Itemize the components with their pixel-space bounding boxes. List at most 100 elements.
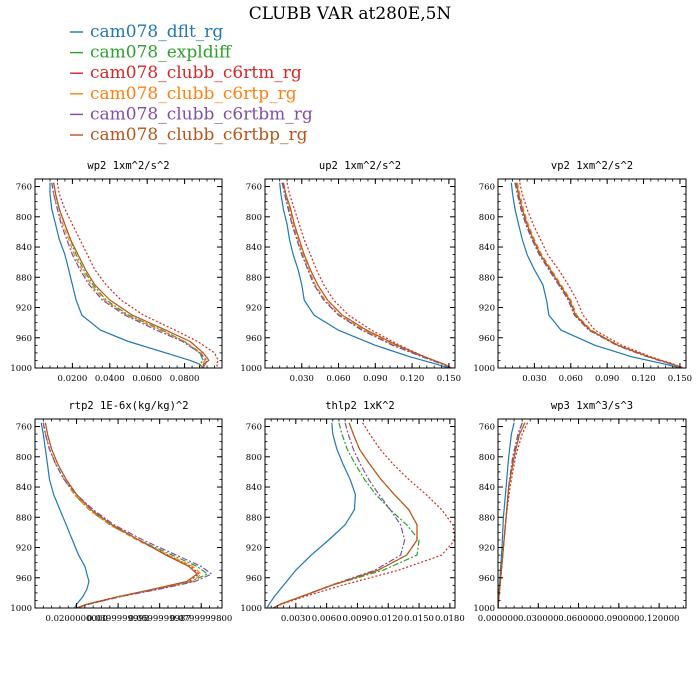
panel-2: up2 1xm^2/s^2 760 800 840 880 920 960 1000 0.030… (240, 160, 461, 384)
legend-label: cam078_clubb_c6rtbp_rg (90, 125, 308, 145)
y-tick-label: 800 (479, 213, 495, 223)
y-tick-label: 800 (246, 453, 262, 463)
series-line-1 (49, 182, 204, 368)
y-tick-label: 840 (16, 243, 32, 253)
y-tick-label: 880 (479, 273, 495, 283)
series-line-3 (498, 422, 529, 608)
series-line-5 (42, 422, 213, 608)
series-line-3 (272, 422, 455, 608)
series-group (279, 182, 453, 368)
series-line-5 (272, 422, 406, 608)
y-tick-label: 760 (479, 423, 495, 433)
y-tick-label: 1000 (240, 604, 262, 614)
panel-title: rtp2 1E-6x(kg/kg)^2 (68, 400, 188, 412)
y-tick-label: 760 (246, 423, 262, 433)
series-line-6 (53, 182, 210, 368)
x-tick-label: 0.090 (363, 374, 387, 384)
x-tick-label: 0.0799999800 (170, 614, 232, 624)
legend-label: cam078_dflt_rg (90, 22, 223, 42)
panel-title: up2 1xm^2/s^2 (319, 160, 401, 172)
y-tick-label: 960 (16, 574, 32, 584)
y-tick-label: 1000 (240, 364, 262, 374)
series-line-2 (498, 422, 523, 608)
y-tick-label: 840 (479, 243, 495, 253)
series-line-6 (44, 422, 198, 608)
figure-title: CLUBB VAR at280E,5N (249, 4, 452, 24)
y-tick-label: 960 (246, 574, 262, 584)
y-tick-label: 760 (16, 183, 32, 193)
y-tick-label: 1000 (473, 604, 495, 614)
y-tick-label: 960 (479, 574, 495, 584)
y-tick-label: 880 (16, 513, 32, 523)
x-tick-label: 0.0150 (404, 614, 434, 624)
x-tick-label: 0.0399999998 (87, 614, 149, 624)
series-line-2 (281, 182, 452, 368)
plot-frame (264, 418, 456, 609)
y-tick-label: 760 (16, 423, 32, 433)
y-tick-label: 960 (16, 334, 32, 344)
y-tick-label: 1000 (473, 364, 495, 374)
x-tick-label: 0.0180 (435, 614, 465, 624)
series-line-1 (266, 422, 356, 608)
series-line-6 (272, 422, 418, 608)
series-line-6 (515, 182, 683, 368)
x-tick-label: 0.0400 (95, 374, 125, 384)
panel-3: vp2 1xm^2/s^2 760 800 840 880 920 960 1000 0.030… (473, 160, 692, 384)
y-tick-label: 920 (479, 304, 495, 314)
panel-title: thlp2 1xK^2 (325, 400, 395, 412)
x-tick-label: 0.060 (559, 374, 583, 384)
panel-title: vp2 1xm^2/s^2 (551, 160, 633, 172)
series-line-5 (514, 182, 683, 368)
y-tick-label: 840 (16, 483, 32, 493)
y-tick-label: 800 (16, 213, 32, 223)
y-tick-label: 760 (479, 183, 495, 193)
series-line-4 (516, 182, 683, 368)
y-tick-label: 880 (16, 273, 32, 283)
series-line-4 (51, 182, 206, 368)
legend-label: cam078_clubb_c6rtbm_rg (90, 104, 313, 124)
y-tick-label: 840 (246, 483, 262, 493)
y-tick-label: 800 (246, 213, 262, 223)
y-tick-label: 840 (479, 483, 495, 493)
series-line-2 (42, 422, 209, 608)
legend: cam078_dflt_rgcam078_expldiffcam078_club… (70, 22, 313, 145)
y-tick-label: 800 (16, 453, 32, 463)
plot-frame (34, 418, 223, 609)
x-tick-label: 0.0599999987 (129, 614, 191, 624)
x-tick-label: 0.120 (631, 374, 655, 384)
legend-label: cam078_clubb_c6rtm_rg (90, 63, 302, 83)
legend-label: cam078_clubb_c6rtp_rg (90, 84, 297, 104)
x-tick-label: 0.090 (595, 374, 619, 384)
series-line-4 (282, 182, 452, 368)
y-tick-label: 840 (246, 243, 262, 253)
y-tick-label: 920 (246, 544, 262, 554)
series-line-3 (519, 182, 684, 368)
series-line-5 (51, 182, 208, 368)
y-tick-label: 880 (246, 513, 262, 523)
series-line-1 (279, 182, 450, 368)
x-tick-label: 0.030 (522, 374, 546, 384)
y-tick-label: 760 (246, 183, 262, 193)
x-tick-label: 0.0030 (281, 614, 311, 624)
x-tick-label: 0.150 (437, 374, 461, 384)
series-line-4 (498, 422, 526, 608)
series-line-3 (44, 422, 200, 608)
series-line-4 (42, 422, 202, 608)
x-tick-label: 0.0200 (58, 374, 88, 384)
series-group (40, 422, 213, 608)
plot-frame (497, 418, 687, 609)
x-tick-label: 0.0200000000 (45, 614, 107, 624)
panel-4: rtp2 1E-6x(kg/kg)^2 760 800 840 880 920 960 100… (10, 400, 232, 624)
series-line-2 (514, 182, 683, 368)
x-tick-label: 0.000000 (478, 614, 519, 624)
y-tick-label: 920 (16, 304, 32, 314)
series-group (266, 422, 455, 608)
panel-title: wp2 1xm^2/s^2 (87, 160, 169, 172)
panel-title: wp3 1xm^3/s^3 (551, 400, 633, 412)
series-line-1 (510, 182, 681, 368)
panels: wp2 1xm^2/s^2 760 800 840 880 920 960 1000 0.020… (10, 160, 692, 624)
x-tick-label: 0.060 (326, 374, 350, 384)
x-tick-label: 0.0800 (170, 374, 200, 384)
y-tick-label: 800 (479, 453, 495, 463)
